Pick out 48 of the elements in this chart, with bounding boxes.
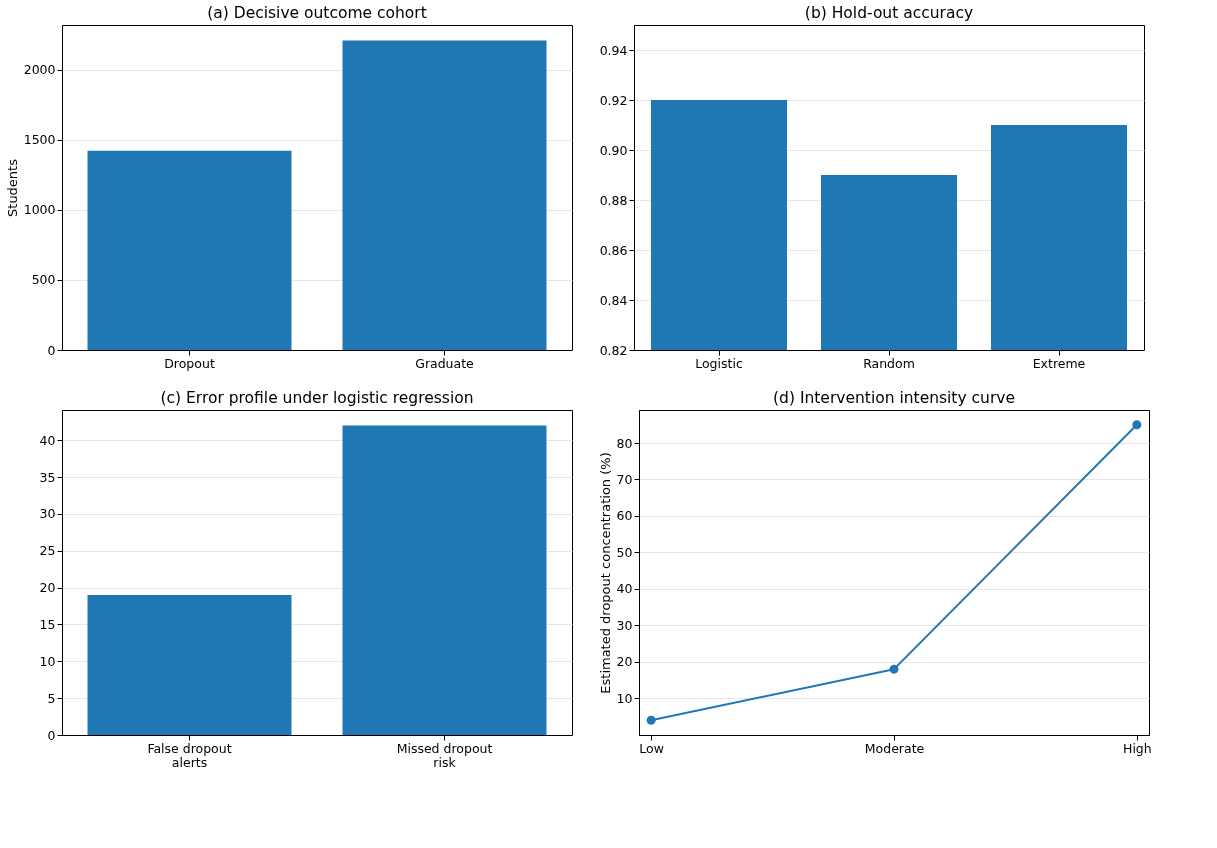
y-tick-label: 0.86 xyxy=(599,242,628,258)
y-tick-label: 40 xyxy=(39,432,56,448)
y-tick-label: 0 xyxy=(47,727,56,743)
y-tick-label: 15 xyxy=(39,616,56,632)
x-tick-label: False dropout alerts xyxy=(147,740,232,770)
point xyxy=(889,664,899,674)
y-tick-label: 2000 xyxy=(23,62,56,78)
chart-title: (a) Decisive outcome cohort xyxy=(207,3,427,22)
y-tick-label: 0.92 xyxy=(599,92,628,108)
y-tick-label: 0.90 xyxy=(599,142,628,158)
y-tick-label: 35 xyxy=(39,469,56,485)
y-tick-label: 20 xyxy=(616,654,633,670)
y-axis-title: Estimated dropout concentration (%) xyxy=(597,452,613,694)
y-tick-label: 0.82 xyxy=(599,342,628,358)
chart-title: (d) Intervention intensity curve xyxy=(773,388,1015,407)
y-tick-label: 50 xyxy=(616,544,633,560)
y-tick-label: 70 xyxy=(616,471,633,487)
y-tick-label: 10 xyxy=(616,690,633,706)
y-tick-label: 40 xyxy=(616,581,633,597)
x-tick-label: Missed dropout risk xyxy=(396,740,493,770)
y-tick-label: 0 xyxy=(47,342,56,358)
x-tick-label: Random xyxy=(863,355,915,371)
x-tick-label: High xyxy=(1122,740,1152,756)
x-tick-label: Dropout xyxy=(164,355,215,371)
y-tick-label: 10 xyxy=(39,653,56,669)
y-tick-label: 500 xyxy=(31,272,56,288)
y-tick-label: 80 xyxy=(616,435,633,451)
y-tick-label: 30 xyxy=(39,506,56,522)
x-tick-label: Logistic xyxy=(695,355,743,371)
x-tick-label: Low xyxy=(639,740,664,756)
y-tick-label: 60 xyxy=(616,508,633,524)
y-tick-label: 1000 xyxy=(23,202,56,218)
x-tick-label: Extreme xyxy=(1032,355,1086,371)
point xyxy=(646,715,656,725)
y-tick-label: 25 xyxy=(39,543,56,559)
x-tick-label: Graduate xyxy=(415,355,475,371)
y-tick-label: 1500 xyxy=(23,132,56,148)
y-tick-label: 0.84 xyxy=(599,292,628,308)
chart-title: (c) Error profile under logistic regression xyxy=(160,388,474,407)
y-tick-label: 5 xyxy=(47,690,56,706)
y-tick-label: 20 xyxy=(39,580,56,596)
y-axis-title: Students xyxy=(4,158,20,217)
chart-title: (b) Hold-out accuracy xyxy=(804,3,974,22)
y-tick-label: 30 xyxy=(616,617,633,633)
y-tick-label: 0.94 xyxy=(599,42,628,58)
x-tick-label: Moderate xyxy=(864,740,925,756)
y-tick-label: 0.88 xyxy=(599,192,628,208)
point xyxy=(1132,420,1142,430)
